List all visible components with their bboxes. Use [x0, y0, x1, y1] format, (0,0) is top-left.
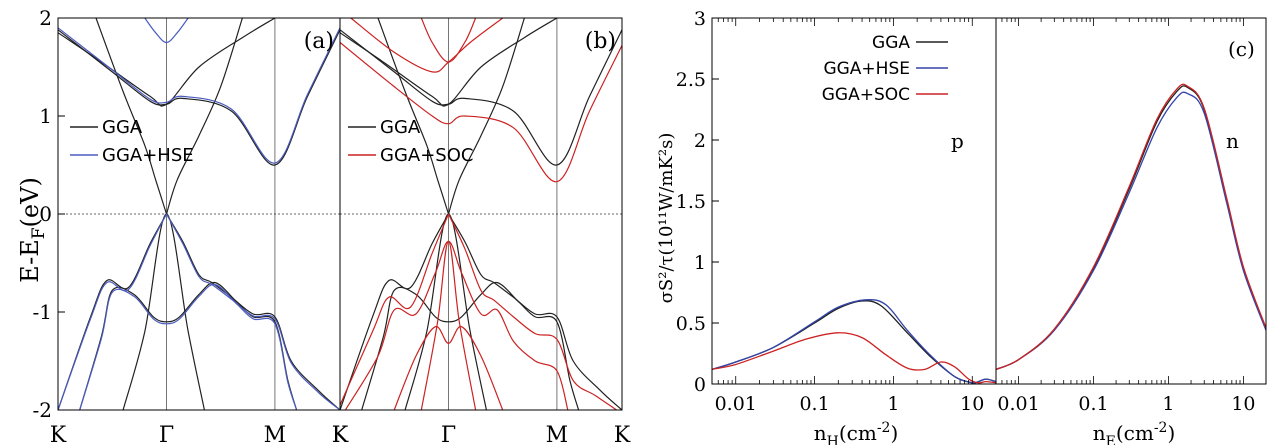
legend-label: GGA+SOC [380, 145, 473, 166]
x-tick-label: 10 [1231, 393, 1255, 415]
y-tick-label: 3 [694, 8, 706, 30]
band-line-gga [447, 213, 622, 410]
band-line-gga-soc [393, 326, 504, 410]
band-line-gga-hse [79, 283, 298, 410]
y-tick-label: 0 [694, 374, 706, 396]
legend-label: GGA+HSE [823, 59, 910, 79]
x-tick-label: 0.01 [997, 393, 1039, 415]
y-tick-label: 2.5 [676, 69, 706, 91]
k-point-label: M [546, 423, 569, 445]
plot-frame [339, 17, 623, 411]
band-line-gga [340, 18, 558, 107]
y-tick-label: 1 [694, 252, 706, 274]
k-point-label: K [332, 423, 349, 445]
carrier-label: n [1226, 129, 1239, 153]
curve-group [996, 83, 1266, 371]
series-line-gga-soc [712, 332, 996, 384]
panel-label: (c) [1228, 37, 1255, 61]
panel-label: (a) [304, 29, 334, 54]
y-tick-label: -1 [33, 300, 52, 324]
band-line-gga [361, 281, 580, 410]
series-line-gga-hse [996, 91, 1266, 371]
band-line-gga [95, 18, 168, 215]
band-line-gga-soc [340, 42, 622, 183]
x-tick-label: 1 [1162, 393, 1174, 415]
band-line-gga-soc [344, 240, 569, 410]
band-panel-a: -2 -1 0 1 2 K Γ M K (a) GGA GGA+HSE [33, 6, 349, 445]
band-line-gga [58, 213, 168, 410]
y-tick-label: 2 [694, 130, 706, 152]
x-tick-label: 1 [887, 393, 899, 415]
x-tick-label: 0.1 [1078, 393, 1108, 415]
panel-label: (b) [585, 29, 616, 54]
y-tick-label: 1.5 [676, 191, 706, 213]
y-tick-label: 0.5 [676, 313, 706, 335]
k-point-label: M [264, 423, 287, 445]
band-line-gga [340, 213, 450, 410]
band-line-gga-hse [144, 18, 189, 44]
band-line-gga-soc [340, 213, 450, 406]
band-line-gga [447, 18, 525, 215]
legend-label: GGA+HSE [102, 145, 194, 166]
band-line-gga-hse [165, 213, 340, 410]
nh-xlabel: nH(cm-2) [814, 420, 899, 445]
band-line-gga-soc [420, 240, 477, 410]
series-line-gga-soc [996, 83, 1266, 371]
x-tick-label: 0.1 [799, 393, 829, 415]
x-tick-label: 10 [960, 393, 984, 415]
band-ylabel: E-EF(eV) [16, 177, 49, 283]
band-line-gga [58, 29, 340, 166]
curve-group [712, 299, 996, 384]
power-factor-panel-n: 0.01 0.1 1 10 (c) n [995, 17, 1267, 415]
band-line-gga [377, 18, 450, 215]
band-line-gga [79, 281, 298, 410]
series-line-gga [712, 300, 996, 384]
band-line-gga [340, 29, 622, 166]
plot-frame [995, 17, 1267, 385]
k-point-label: Γ [441, 423, 456, 445]
x-tick-label: 0.01 [715, 393, 757, 415]
y-tick-label: 1 [39, 104, 52, 128]
power-factor-panel-p: 0.01 0.1 1 10 0 0.5 1 1.5 2 2.5 3 p GGA GGA+HSE GGA+SO… [676, 8, 997, 415]
power-factor-ylabel: σS²/τ(10¹¹W/mK²s) [656, 133, 677, 304]
band-group [58, 18, 340, 410]
k-point-label: Γ [159, 423, 174, 445]
band-line-gga [122, 213, 205, 410]
band-line-gga-hse [58, 213, 168, 410]
legend-label: GGA [380, 117, 421, 138]
y-tick-label: 2 [39, 6, 52, 30]
band-line-gga [165, 213, 340, 410]
band-line-gga-soc [447, 213, 617, 410]
series-line-gga-hse [712, 299, 996, 384]
y-tick-label: 0 [39, 202, 52, 226]
ne-xlabel: nE(cm-2) [1093, 420, 1176, 445]
band-line-gga-hse [58, 27, 340, 164]
legend-label: GGA+SOC [822, 85, 910, 105]
band-panel-b: K Γ M K (b) GGA GGA+SOC [332, 17, 631, 445]
band-line-gga [165, 18, 243, 215]
k-point-label: K [332, 423, 349, 445]
panel-label: p [951, 129, 964, 153]
band-line-gga-soc [350, 18, 504, 73]
legend-label: GGA [872, 33, 910, 53]
band-line-gga-soc [420, 18, 477, 63]
k-point-label: K [50, 423, 67, 445]
y-tick-label: -2 [33, 398, 52, 422]
legend-label: GGA [102, 117, 143, 138]
k-point-label: K [614, 423, 631, 445]
band-group [340, 18, 622, 410]
